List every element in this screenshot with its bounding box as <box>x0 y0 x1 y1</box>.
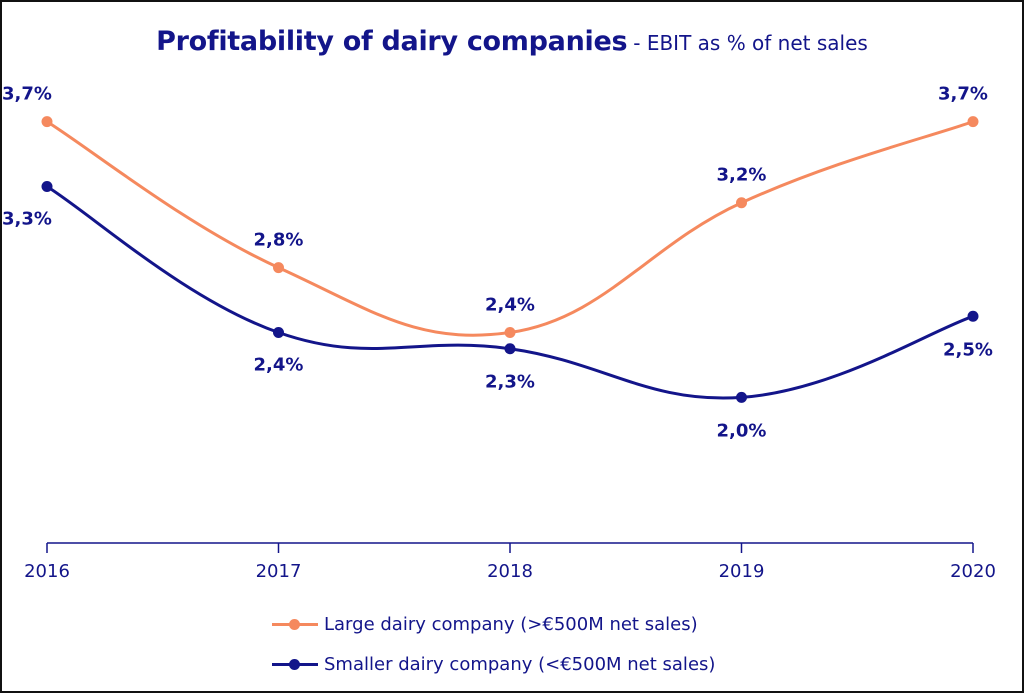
data-point-large <box>504 327 516 338</box>
data-point-large <box>273 262 284 274</box>
data-point-large <box>967 116 979 128</box>
data-point-large <box>736 197 747 209</box>
data-point-small <box>273 327 284 338</box>
x-tick-label: 2017 <box>256 561 302 582</box>
data-label-large: 2,4% <box>485 295 535 316</box>
series-line-small <box>45 185 975 400</box>
legend-swatch-small <box>272 658 318 670</box>
data-label-small: 2,0% <box>717 420 767 441</box>
data-label-large: 3,2% <box>717 165 767 186</box>
legend-label-small: Smaller dairy company (<€500M net sales) <box>324 653 716 675</box>
x-tick-label: 2020 <box>950 561 996 582</box>
x-tick-label: 2018 <box>487 561 533 582</box>
legend-item-small: Smaller dairy company (<€500M net sales) <box>272 644 715 684</box>
chart-title-block: Profitability of dairy companies - EBIT a… <box>0 26 1024 57</box>
chart-title: Profitability of dairy companies <box>156 26 628 57</box>
data-label-large: 3,7% <box>938 84 988 105</box>
data-point-small <box>504 343 516 355</box>
chart-subtitle: - EBIT as % of net sales <box>633 31 868 55</box>
data-label-small: 2,5% <box>943 339 993 360</box>
data-label-large: 3,7% <box>2 84 52 105</box>
data-point-small <box>736 391 747 403</box>
data-point-small <box>967 310 979 322</box>
legend: Large dairy company (>€500M net sales) S… <box>272 604 715 684</box>
data-label-small: 3,3% <box>2 209 52 230</box>
data-point-large <box>41 116 53 128</box>
x-tick-label: 2019 <box>719 561 765 582</box>
legend-swatch-large <box>272 618 318 630</box>
legend-label-large: Large dairy company (>€500M net sales) <box>324 613 698 635</box>
x-tick-label: 2016 <box>24 561 70 582</box>
legend-item-large: Large dairy company (>€500M net sales) <box>272 604 715 644</box>
data-label-small: 2,4% <box>254 355 304 376</box>
data-point-small <box>41 181 53 193</box>
data-label-large: 2,8% <box>254 230 304 251</box>
data-label-small: 2,3% <box>485 372 535 393</box>
